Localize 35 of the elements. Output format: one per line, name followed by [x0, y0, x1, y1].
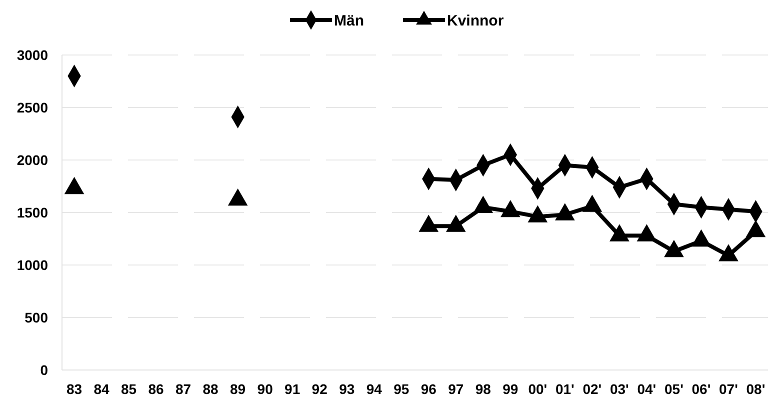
y-tick-label: 500 [24, 309, 48, 326]
y-tick-label: 1000 [16, 256, 48, 273]
x-tick-label: 01' [555, 381, 574, 397]
y-tick-label: 2500 [16, 99, 48, 116]
x-tick-label: 95 [394, 381, 410, 397]
y-tick-label: 0 [40, 362, 48, 378]
x-tick-label: 84 [94, 381, 110, 397]
x-tick-label: 07' [719, 381, 738, 397]
y-tick-label: 3000 [16, 46, 48, 63]
x-tick-label: 93 [339, 381, 355, 397]
x-tick-label: 83 [66, 381, 82, 397]
x-tick-label: 05' [664, 381, 684, 397]
x-tick-label: 91 [284, 381, 300, 397]
x-tick-label: 90 [257, 381, 274, 397]
legend-label: Kvinnor [447, 12, 504, 30]
x-tick-label: 85 [120, 381, 137, 397]
x-tick-label: 06' [692, 381, 711, 397]
x-tick-label: 96 [420, 381, 437, 397]
x-tick-label: 88 [202, 381, 219, 397]
x-tick-label: 97 [448, 381, 464, 397]
y-tick-label: 2000 [16, 152, 48, 168]
x-tick-label: 99 [502, 381, 518, 397]
x-tick-label: 08' [746, 381, 766, 397]
legend-label: Män [334, 12, 364, 30]
x-tick-label: 89 [230, 381, 246, 397]
x-tick-label: 02' [582, 381, 602, 397]
x-tick-label: 98 [475, 381, 492, 397]
x-tick-label: 92 [312, 381, 328, 397]
x-tick-label: 00' [528, 381, 548, 397]
x-tick-label: 94 [366, 381, 382, 397]
x-tick-label: 87 [176, 381, 192, 397]
x-tick-label: 86 [148, 381, 164, 397]
x-tick-label: 03' [610, 381, 629, 397]
y-tick-label: 1500 [16, 204, 48, 220]
x-tick-label: 04' [637, 381, 656, 397]
